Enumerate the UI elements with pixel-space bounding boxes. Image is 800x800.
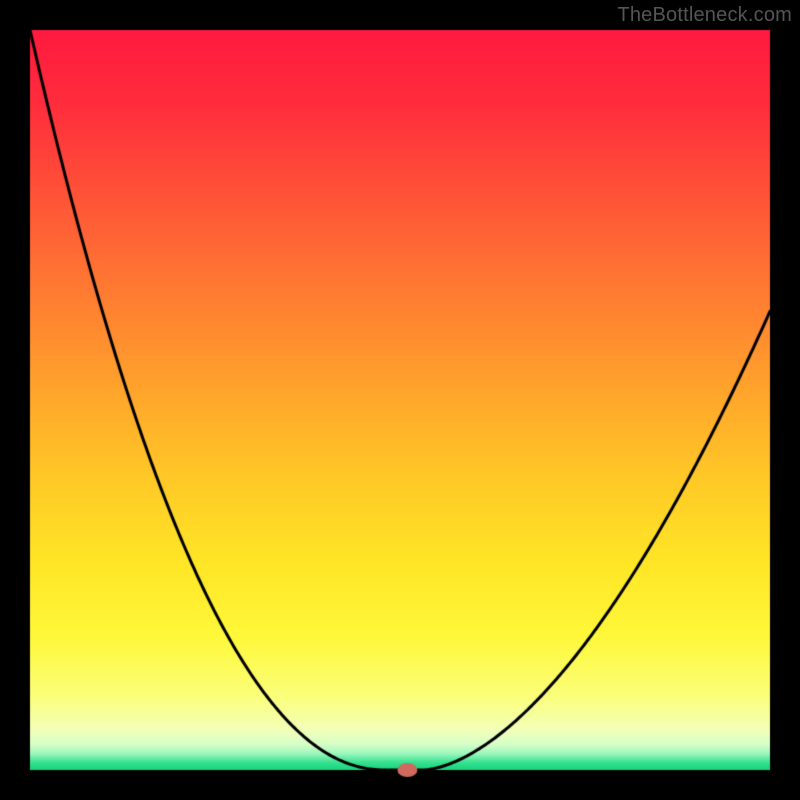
watermark-text: TheBottleneck.com	[617, 4, 792, 27]
bottleneck-chart	[0, 0, 800, 800]
